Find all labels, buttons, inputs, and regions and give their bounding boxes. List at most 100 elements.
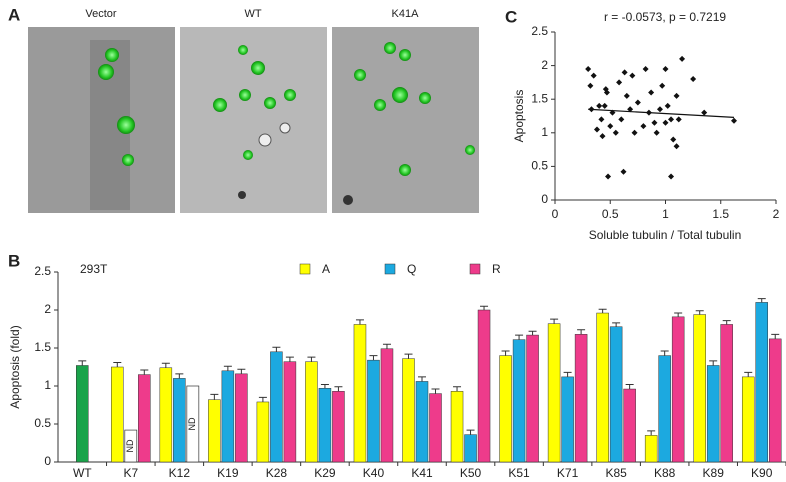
micrograph (180, 27, 327, 213)
error-bar (453, 386, 462, 392)
point (642, 65, 649, 72)
bar (499, 355, 512, 463)
bar (609, 326, 623, 463)
y-tick-label: 0 (44, 454, 51, 468)
trendline (588, 108, 735, 118)
x-tick-label: 0 (552, 207, 559, 221)
bar (768, 338, 782, 463)
y-tick-label: 0 (541, 192, 548, 206)
bar (658, 355, 671, 463)
point (612, 129, 619, 136)
point (598, 116, 605, 123)
error-bar (161, 362, 170, 368)
point (659, 82, 666, 89)
x-tick-label: WT (73, 466, 92, 480)
legend-label: Q (407, 262, 416, 276)
y-tick-label: 2.5 (34, 264, 51, 278)
nd-bar (124, 429, 138, 463)
bar (305, 361, 318, 463)
point (675, 116, 682, 123)
point (634, 99, 641, 106)
point (640, 123, 647, 130)
bar (623, 388, 636, 463)
x-tick-label: K29 (314, 466, 336, 480)
bar (671, 316, 685, 463)
point (587, 82, 594, 89)
chart-title: r = -0.0573, p = 0.7219 (604, 10, 726, 24)
point (664, 102, 671, 109)
point (731, 117, 738, 124)
x-tick-label: 1 (662, 207, 669, 221)
legend-label: R (492, 262, 501, 276)
error-bar (418, 376, 426, 382)
bar (720, 324, 733, 463)
bar (644, 435, 658, 463)
point (621, 69, 628, 76)
legend-label: A (322, 262, 330, 276)
bar (402, 358, 415, 463)
bar (256, 401, 270, 463)
point (656, 106, 663, 113)
point (651, 119, 658, 126)
x-tick-label: K85 (605, 466, 627, 480)
image-label: K41A (392, 8, 420, 20)
bar (353, 324, 367, 463)
bar (415, 381, 429, 463)
error-bar (210, 393, 219, 400)
bar (76, 365, 89, 463)
error-bar (355, 319, 364, 325)
x-tick-label: K90 (751, 466, 773, 480)
point (618, 116, 625, 123)
error-bar (382, 343, 391, 349)
point (607, 123, 614, 130)
bar (283, 361, 297, 463)
nd-label: ND (187, 417, 197, 430)
error-bar (674, 312, 683, 317)
error-bar (404, 353, 413, 359)
point (690, 76, 697, 83)
error-bar (223, 365, 232, 371)
error-bar (466, 429, 475, 435)
legend-swatch (384, 263, 396, 275)
error-bar (113, 361, 122, 367)
x-tick-label: K50 (460, 466, 482, 480)
bar (741, 376, 755, 463)
micrograph (332, 27, 479, 213)
bar (512, 339, 526, 463)
error-bar (722, 320, 731, 325)
x-tick-label: K88 (654, 466, 676, 480)
x-tick-label: K28 (266, 466, 288, 480)
point (629, 72, 636, 79)
bar (235, 373, 248, 463)
error-bar (577, 329, 586, 335)
bar (561, 376, 574, 463)
point (668, 173, 675, 180)
panel-label: B (8, 251, 20, 270)
legend-swatch (469, 263, 481, 275)
x-tick-label: K40 (363, 466, 385, 480)
bar (526, 334, 539, 463)
point (590, 72, 597, 79)
x-tick-label: K51 (508, 466, 530, 480)
panel-label: C (505, 7, 517, 26)
x-tick-label: 1.5 (712, 207, 729, 221)
image-label: WT (244, 8, 261, 20)
error-bar (550, 318, 559, 324)
point (673, 92, 680, 99)
x-tick-label: K19 (217, 466, 239, 480)
y-tick-label: 2.5 (531, 24, 548, 38)
error-bar (272, 346, 281, 352)
y-tick-label: 1 (541, 125, 548, 139)
nd-label: ND (125, 439, 135, 452)
y-axis-label: Apoptosis (fold) (8, 325, 22, 408)
error-bar (334, 386, 343, 392)
bar (706, 365, 720, 463)
bar (270, 351, 283, 463)
point (603, 89, 610, 96)
y-tick-label: 1 (44, 378, 51, 392)
bar (173, 378, 186, 463)
bar (318, 388, 332, 463)
y-tick-label: 2 (541, 58, 548, 72)
y-tick-label: 1.5 (531, 91, 548, 105)
